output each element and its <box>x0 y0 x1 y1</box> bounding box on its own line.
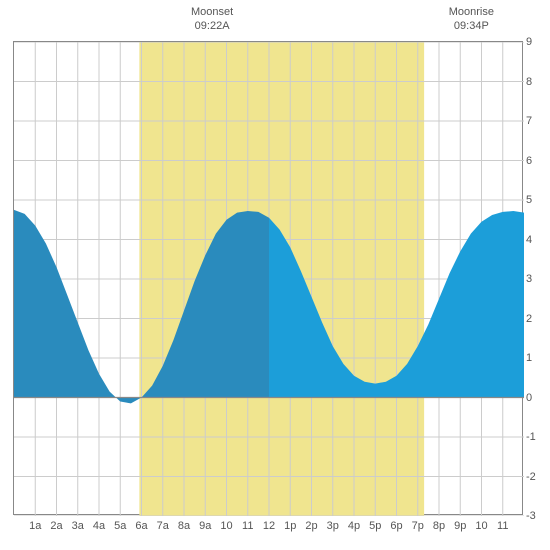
x-tick-label: 12 <box>263 520 275 532</box>
x-tick-label: 5a <box>114 520 126 532</box>
x-tick-label: 1p <box>284 520 296 532</box>
y-tick-label: 2 <box>526 313 542 325</box>
x-tick-label: 3p <box>327 520 339 532</box>
x-tick-label: 2a <box>50 520 62 532</box>
x-tick-label: 6p <box>390 520 402 532</box>
moonset-title: Moonset <box>182 5 242 19</box>
plot-area: -3-2-101234567891a2a3a4a5a6a7a8a9a101112… <box>13 41 523 515</box>
y-tick-label: -1 <box>526 431 542 443</box>
y-tick-label: 4 <box>526 234 542 246</box>
x-tick-label: 8p <box>433 520 445 532</box>
x-tick-label: 7a <box>157 520 169 532</box>
y-tick-label: 6 <box>526 155 542 167</box>
x-tick-label: 4a <box>93 520 105 532</box>
moonrise-time: 09:34P <box>441 19 501 33</box>
x-tick-label: 8a <box>178 520 190 532</box>
y-tick-label: 1 <box>526 352 542 364</box>
x-tick-label: 4p <box>348 520 360 532</box>
tide-chart: Moonset 09:22A Moonrise 09:34P -3-2-1012… <box>5 5 545 545</box>
x-tick-label: 2p <box>305 520 317 532</box>
plot-svg <box>14 42 524 516</box>
x-tick-label: 5p <box>369 520 381 532</box>
x-tick-label: 7p <box>412 520 424 532</box>
y-tick-label: -3 <box>526 510 542 522</box>
x-tick-label: 10 <box>220 520 232 532</box>
y-tick-label: 9 <box>526 36 542 48</box>
y-tick-label: 5 <box>526 194 542 206</box>
x-tick-label: 9p <box>454 520 466 532</box>
x-tick-label: 11 <box>242 520 253 532</box>
moonrise-label: Moonrise 09:34P <box>441 5 501 34</box>
x-tick-label: 6a <box>135 520 147 532</box>
y-tick-label: -2 <box>526 471 542 483</box>
x-tick-label: 1a <box>29 520 41 532</box>
x-tick-label: 9a <box>199 520 211 532</box>
moonset-label: Moonset 09:22A <box>182 5 242 34</box>
x-tick-label: 3a <box>72 520 84 532</box>
x-tick-label: 10 <box>475 520 487 532</box>
y-tick-label: 3 <box>526 273 542 285</box>
y-tick-label: 7 <box>526 115 542 127</box>
moonrise-title: Moonrise <box>441 5 501 19</box>
y-tick-label: 0 <box>526 392 542 404</box>
y-tick-label: 8 <box>526 76 542 88</box>
x-tick-label: 11 <box>497 520 508 532</box>
moonset-time: 09:22A <box>182 19 242 33</box>
